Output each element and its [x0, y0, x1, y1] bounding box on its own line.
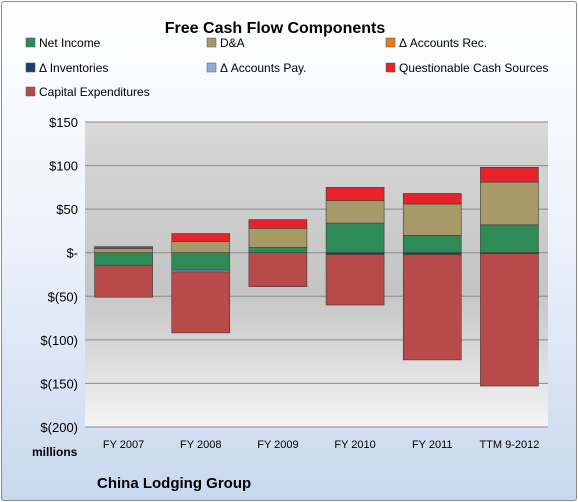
bar-segment: [325, 200, 385, 224]
bar-segment: [480, 224, 539, 254]
legend-label: Net Income: [39, 36, 101, 50]
bar-segment: [402, 203, 462, 236]
legend-swatch: [385, 62, 396, 73]
bar-segment: [402, 234, 462, 254]
legend-item: Δ Inventories: [25, 61, 108, 75]
bar-segment: [171, 252, 231, 271]
bar-segment: [94, 246, 153, 249]
legend-label: Capital Expenditures: [39, 85, 150, 99]
bar-segment: [402, 193, 462, 205]
legend-swatch: [25, 62, 36, 73]
x-tick-label: FY 2009: [257, 439, 298, 451]
y-tick-label: $150: [49, 115, 78, 130]
bar-segment: [248, 252, 308, 287]
y-tick-label: $(200): [40, 420, 78, 435]
bar-segment: [171, 241, 231, 254]
company-name: China Lodging Group: [97, 475, 251, 492]
legend-swatch: [25, 86, 36, 97]
legend-label: Questionable Cash Sources: [399, 61, 548, 75]
x-tick-label: TTM 9-2012: [479, 439, 539, 451]
legend-swatch: [385, 37, 396, 48]
legend-label: Δ Accounts Rec.: [399, 36, 487, 50]
legend-swatch: [206, 62, 217, 73]
bar-segment: [480, 253, 539, 387]
bar-segment: [325, 187, 385, 201]
bar-segment: [94, 248, 153, 254]
chart-title: Free Cash Flow Components: [165, 20, 386, 37]
bar-segment: [402, 254, 462, 361]
bar-segment: [248, 228, 308, 248]
legend-swatch: [206, 37, 217, 48]
bar-segment: [480, 181, 539, 226]
bar-segment: [94, 252, 153, 267]
y-tick-label: $(100): [40, 333, 78, 348]
bar-segment: [94, 265, 153, 298]
y-tick-label: $-: [66, 246, 78, 261]
legend-item: D&A: [206, 36, 245, 50]
x-tick-label: FY 2011: [412, 439, 453, 451]
bar-segment: [325, 222, 385, 254]
bar-segment: [325, 254, 385, 306]
legend-item: Questionable Cash Sources: [385, 61, 548, 75]
y-tick-label: $50: [56, 202, 78, 217]
x-tick-label: FY 2008: [180, 439, 221, 451]
legend-item: Capital Expenditures: [25, 85, 150, 99]
y-tick-label: $100: [49, 159, 78, 174]
plot-area: [85, 122, 548, 427]
y-tick-label: $(150): [40, 376, 78, 391]
bar-segment: [171, 271, 231, 334]
unit-label: millions: [32, 445, 78, 459]
legend-item: Δ Accounts Pay.: [206, 61, 307, 75]
x-tick-label: FY 2007: [103, 439, 144, 451]
legend-item: Δ Accounts Rec.: [385, 36, 487, 50]
legend-swatch: [25, 37, 36, 48]
bar-segment: [171, 233, 231, 242]
legend-item: Net Income: [25, 36, 101, 50]
y-tick-label: $(50): [48, 289, 78, 304]
bar-segment: [480, 167, 539, 183]
x-tick-label: FY 2010: [334, 439, 375, 451]
bar-segment: [248, 219, 308, 229]
legend-label: Δ Accounts Pay.: [220, 61, 307, 75]
bar-segment: [248, 247, 308, 254]
legend-label: Δ Inventories: [39, 61, 108, 75]
legend-label: D&A: [220, 36, 245, 50]
